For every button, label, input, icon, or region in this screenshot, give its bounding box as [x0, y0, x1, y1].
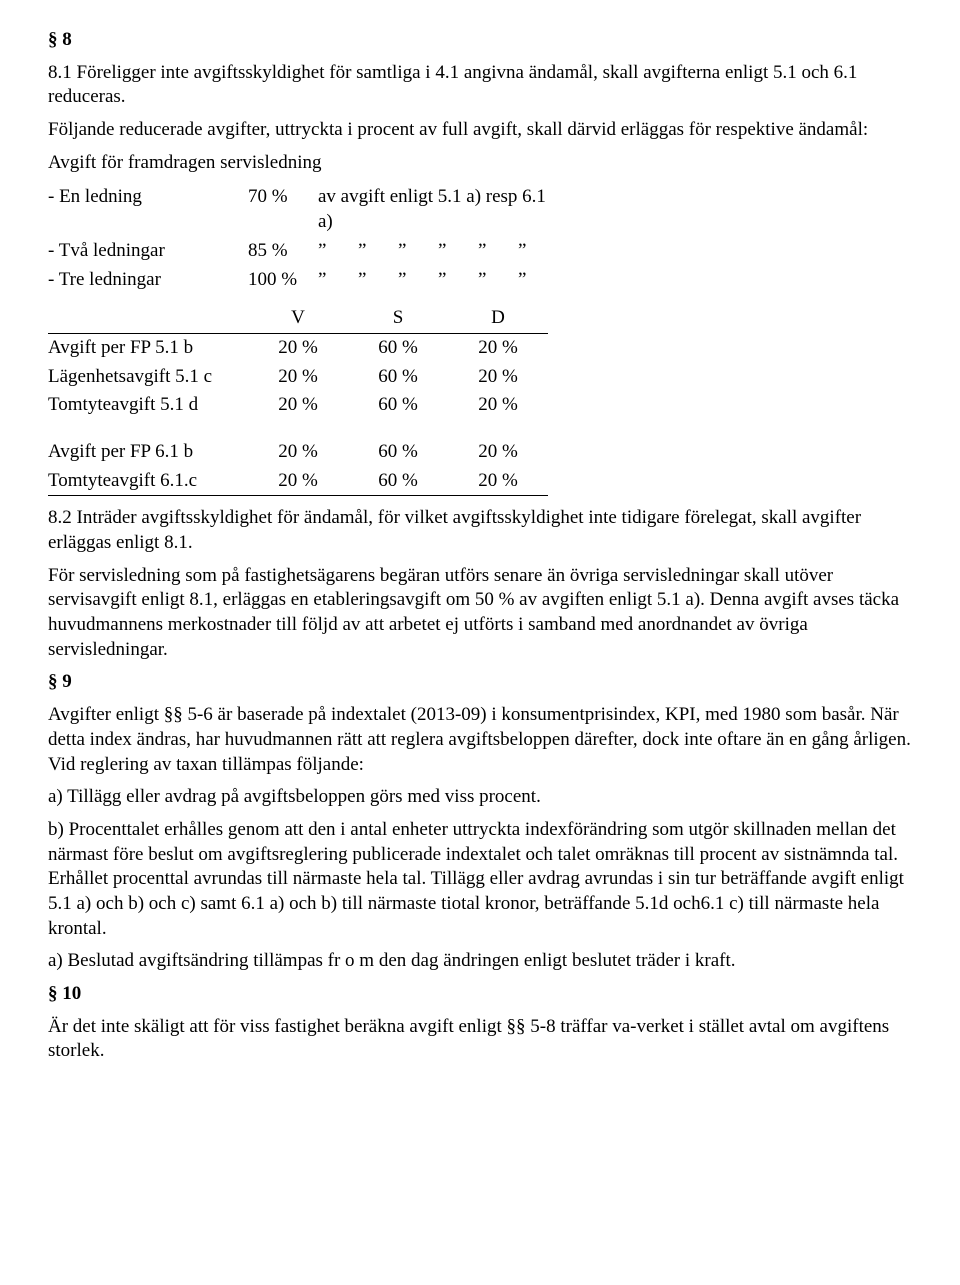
section-9-heading: § 9 — [48, 670, 912, 695]
vsd-s: 60 % — [348, 391, 448, 420]
ledning-tail: av avgift enligt 5.1 a) resp 6.1 a) — [318, 183, 558, 236]
ditto-mark: ” — [478, 266, 518, 295]
ditto-mark: ” — [358, 237, 398, 266]
section-9-para-4: a) Beslutad avgiftsändring tillämpas fr … — [48, 949, 912, 974]
ditto-mark: ” — [478, 237, 518, 266]
ledning-pct: 85 % — [248, 237, 318, 266]
vsd-header-row: V S D — [48, 304, 548, 333]
vsd-label: Lägenhetsavgift 5.1 c — [48, 363, 248, 392]
ditto-mark: ” — [438, 237, 478, 266]
ledning-pct: 70 % — [248, 183, 318, 236]
vsd-s: 60 % — [348, 467, 448, 496]
ditto-mark: ” — [398, 237, 438, 266]
vsd-d: 20 % — [448, 333, 548, 362]
vsd-s: 60 % — [348, 333, 448, 362]
vsd-row: Avgift per FP 6.1 b 20 % 60 % 20 % — [48, 438, 548, 467]
section-10-para-1: Är det inte skäligt att för viss fastigh… — [48, 1015, 912, 1064]
vsd-v: 20 % — [248, 438, 348, 467]
vsd-label: Tomtyteavgift 5.1 d — [48, 391, 248, 420]
vsd-table-1: V S D Avgift per FP 5.1 b 20 % 60 % 20 %… — [48, 304, 912, 420]
vsd-row: Tomtyteavgift 5.1 d 20 % 60 % 20 % — [48, 391, 548, 420]
section-8-para-4: 8.2 Inträder avgiftsskyldighet för ändam… — [48, 506, 912, 555]
vsd-v: 20 % — [248, 391, 348, 420]
vsd-label: Avgift per FP 5.1 b — [48, 333, 248, 362]
section-9-para-2: a) Tillägg eller avdrag på avgiftsbelopp… — [48, 785, 912, 810]
ledning-row: - En ledning 70 % av avgift enligt 5.1 a… — [48, 183, 558, 236]
ditto-mark: ” — [398, 266, 438, 295]
vsd-v: 20 % — [248, 467, 348, 496]
vsd-v: 20 % — [248, 363, 348, 392]
ditto-mark: ” — [318, 266, 358, 295]
vsd-label: Tomtyteavgift 6.1.c — [48, 467, 248, 496]
section-9-para-1: Avgifter enligt §§ 5-6 är baserade på in… — [48, 703, 912, 777]
ditto-mark: ” — [438, 266, 478, 295]
vsd-header-d: D — [448, 304, 548, 333]
vsd-row: Lägenhetsavgift 5.1 c 20 % 60 % 20 % — [48, 363, 548, 392]
vsd-header-v: V — [248, 304, 348, 333]
ditto-mark: ” — [318, 237, 358, 266]
ledning-label: - Två ledningar — [48, 237, 248, 266]
document-page: § 8 8.1 Föreligger inte avgiftsskyldighe… — [0, 0, 960, 1285]
vsd-row: Avgift per FP 5.1 b 20 % 60 % 20 % — [48, 333, 548, 362]
ledning-label: - En ledning — [48, 183, 248, 236]
vsd-d: 20 % — [448, 467, 548, 496]
ditto-mark: ” — [358, 266, 398, 295]
vsd-label: Avgift per FP 6.1 b — [48, 438, 248, 467]
section-9-para-3: b) Procenttalet erhålles genom att den i… — [48, 818, 912, 941]
vsd-v: 20 % — [248, 333, 348, 362]
vsd-s: 60 % — [348, 363, 448, 392]
vsd-row: Tomtyteavgift 6.1.c 20 % 60 % 20 % — [48, 467, 548, 496]
section-8-para-3: Avgift för framdragen servisledning — [48, 151, 912, 176]
section-8-para-2: Följande reducerade avgifter, uttryckta … — [48, 118, 912, 143]
section-8-para-5: För servisledning som på fastighetsägare… — [48, 564, 912, 663]
ledning-row: - Tre ledningar 100 % ” ” ” ” ” ” — [48, 266, 558, 295]
ditto-mark: ” — [518, 266, 558, 295]
vsd-d: 20 % — [448, 438, 548, 467]
vsd-d: 20 % — [448, 363, 548, 392]
vsd-header-s: S — [348, 304, 448, 333]
vsd-d: 20 % — [448, 391, 548, 420]
vsd-table-2: Avgift per FP 6.1 b 20 % 60 % 20 % Tomty… — [48, 438, 912, 496]
ledning-label: - Tre ledningar — [48, 266, 248, 295]
ledning-table: - En ledning 70 % av avgift enligt 5.1 a… — [48, 183, 912, 294]
section-8-heading: § 8 — [48, 28, 912, 53]
section-8-para-1: 8.1 Föreligger inte avgiftsskyldighet fö… — [48, 61, 912, 110]
section-10-heading: § 10 — [48, 982, 912, 1007]
ledning-row: - Två ledningar 85 % ” ” ” ” ” ” — [48, 237, 558, 266]
vsd-s: 60 % — [348, 438, 448, 467]
ledning-pct: 100 % — [248, 266, 318, 295]
ditto-mark: ” — [518, 237, 558, 266]
